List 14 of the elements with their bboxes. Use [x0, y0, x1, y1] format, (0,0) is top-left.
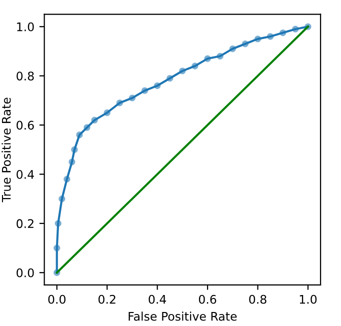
x-tick-label: 0.0 [48, 294, 66, 304]
y-tick-label: 0.4 [16, 170, 34, 179]
x-tick-label: 0.8 [249, 294, 266, 304]
y-tick-label: 1.0 [17, 22, 34, 32]
x-axis-title: False Positive Rate [128, 312, 237, 321]
x-tick-label: 0.2 [98, 294, 116, 304]
y-tick-label: 0.6 [16, 120, 34, 130]
y-tick-label: 0.8 [16, 72, 34, 80]
x-tick-label: 0.6 [198, 294, 216, 304]
y-tick-label: 0.0 [16, 268, 34, 278]
x-tick-label: 1.0 [300, 294, 317, 304]
y-tick-label: 0.2 [16, 219, 34, 228]
x-tick-label: 0.4 [148, 294, 166, 304]
y-axis-title: True Positive Rate [2, 98, 11, 202]
